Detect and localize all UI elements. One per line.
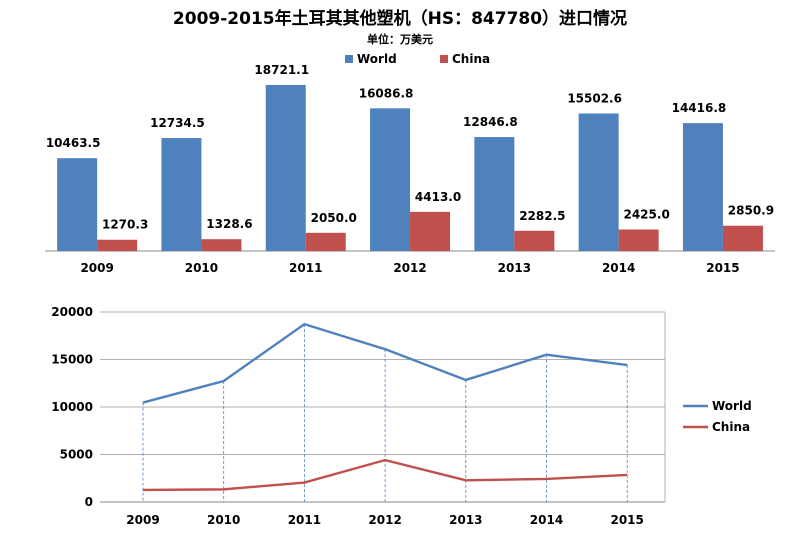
bar-world-2009 — [57, 158, 98, 251]
data-label-world-2015: 14416.8 — [672, 101, 727, 115]
data-label-world-2011: 18721.1 — [254, 63, 309, 77]
x-tick-label-2011: 2011 — [289, 261, 322, 275]
data-label-world-2010: 12734.5 — [150, 116, 205, 130]
data-label-world-2014: 15502.6 — [567, 91, 622, 105]
legend-label-china: China — [452, 52, 490, 66]
data-label-china-2012: 4413.0 — [415, 190, 461, 204]
unit-label: 单位：万美元 — [367, 33, 433, 46]
bar-china-2010 — [201, 239, 242, 251]
bar-world-2010 — [161, 138, 202, 251]
x-tick-label-2012: 2012 — [368, 513, 401, 527]
x-tick-label-2015: 2015 — [706, 261, 739, 275]
bar-china-2015 — [722, 225, 763, 251]
bar-china-2013 — [514, 230, 555, 251]
legend-label-china: China — [712, 420, 750, 434]
legend-label-world: World — [712, 399, 752, 413]
bar-china-2009 — [97, 239, 138, 251]
data-label-china-2011: 2050.0 — [311, 211, 357, 225]
x-tick-label-2015: 2015 — [610, 513, 643, 527]
y-tick-label-0: 0 — [85, 495, 93, 509]
x-tick-label-2011: 2011 — [288, 513, 321, 527]
x-tick-label-2010: 2010 — [185, 261, 218, 275]
y-tick-label-15000: 15000 — [51, 353, 93, 367]
data-label-china-2013: 2282.5 — [519, 209, 565, 223]
bar-world-2012 — [370, 108, 411, 251]
legend-swatch-world — [345, 55, 353, 63]
data-label-china-2015: 2850.9 — [728, 204, 774, 218]
bar-china-2012 — [410, 211, 451, 251]
bar-world-2015 — [682, 123, 723, 251]
bar-world-2014 — [578, 113, 619, 251]
data-label-china-2014: 2425.0 — [623, 207, 669, 221]
data-label-world-2013: 12846.8 — [463, 115, 518, 129]
y-tick-label-10000: 10000 — [51, 400, 93, 414]
data-label-china-2010: 1328.6 — [206, 217, 252, 231]
y-tick-label-5000: 5000 — [60, 448, 93, 462]
bar-world-2011 — [265, 84, 306, 251]
x-tick-label-2014: 2014 — [530, 513, 563, 527]
x-tick-label-2009: 2009 — [126, 513, 159, 527]
x-tick-label-2013: 2013 — [498, 261, 531, 275]
x-tick-label-2014: 2014 — [602, 261, 635, 275]
data-label-world-2012: 16086.8 — [359, 86, 414, 100]
y-tick-label-20000: 20000 — [51, 305, 93, 319]
legend-swatch-china — [440, 55, 448, 63]
bar-china-2011 — [305, 232, 346, 251]
data-label-china-2009: 1270.3 — [102, 218, 148, 232]
bar-chart: 10463.5 1270.3 2009 12734.5 1328.6 2010 18721.… — [45, 52, 775, 275]
data-label-world-2009: 10463.5 — [46, 136, 101, 150]
x-tick-label-2009: 2009 — [80, 261, 113, 275]
page-title: 2009-2015年土耳其其他塑机（HS：847780）进口情况 — [172, 9, 628, 29]
x-tick-label-2012: 2012 — [393, 261, 426, 275]
legend-label-world: World — [357, 52, 397, 66]
bar-world-2013 — [474, 137, 515, 251]
x-tick-label-2013: 2013 — [449, 513, 482, 527]
x-tick-label-2010: 2010 — [207, 513, 240, 527]
bar-china-2014 — [618, 229, 659, 251]
